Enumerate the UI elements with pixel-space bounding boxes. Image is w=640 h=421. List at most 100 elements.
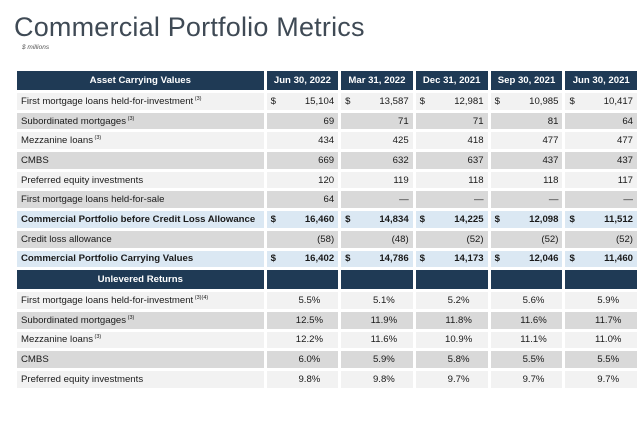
value-cell: $11,460 [565,250,637,268]
cell-value: 13,587 [379,95,409,107]
value-wrap: (52) [495,234,558,245]
cell-value: 5.1% [372,295,395,307]
value-cell: 418 [415,132,488,150]
return-row: CMBS 6.0% 5.9% 5.8% 5.5% 5.5% [17,351,637,368]
return-cell: 11.9% [341,311,413,329]
currency-symbol: $ [270,213,276,225]
column-header: Jun 30, 2022 [266,71,339,90]
value-wrap: $11,512 [569,214,633,225]
cell-value: 118 [543,174,559,186]
return-cell: 12.2% [266,331,339,349]
cell-value: 9.7% [447,373,470,385]
cell-value: — [473,194,484,206]
value-cell: — [565,191,637,209]
cell-value: 16,402 [304,253,335,265]
cell-value: 5.5% [597,354,620,366]
row-label-text: CMBS [21,354,49,366]
value-wrap: — [420,194,484,205]
returns-header: Unlevered Returns [17,270,264,290]
cell-value: (52) [466,233,484,245]
value-cell: — [341,191,413,209]
cell-value: 9.8% [372,373,395,385]
return-cell: 12.5% [266,311,339,329]
footnote-marker: (3) [93,135,102,142]
value-wrap: — [495,194,559,205]
cell-value: 5.5% [298,295,321,307]
value-cell: 477 [490,132,563,150]
cell-value: 11.7% [594,314,622,326]
row-label-text: Mezzanine loans [21,135,93,147]
value-wrap: 425 [345,135,409,146]
cell-value: 6.0% [298,354,321,366]
value-cell: (52) [565,230,637,248]
value-wrap: 64 [569,116,633,127]
cell-value: 5.9% [597,295,620,307]
cell-value: 71 [472,115,484,127]
cell-value: 120 [318,174,335,186]
value-cell: $11,512 [565,211,637,228]
cell-value: 437 [542,154,559,166]
row-label: CMBS [17,152,264,169]
return-cell: 9.7% [415,370,488,388]
value-wrap: 669 [271,154,335,166]
value-cell: $12,098 [490,211,563,228]
value-wrap: (48) [345,234,409,245]
value-wrap: 437 [569,155,633,166]
cell-value: 11.1% [520,334,547,346]
return-row: Subordinated mortgages (3) 12.5% 11.9% 11.8… [17,311,637,329]
row-label-text: Commercial Portfolio Carrying Values [21,253,194,265]
cell-value: 12,046 [529,253,559,265]
value-cell: $15,104 [266,93,339,110]
cell-value: 14,173 [454,253,484,265]
value-wrap: $12,981 [420,96,484,107]
currency-symbol: $ [345,95,351,107]
return-cell: 5.6% [490,292,563,309]
cell-value: — [623,194,633,206]
value-cell: 118 [415,171,488,189]
column-header: Sep 30, 2021 [490,71,563,90]
header-blank [415,270,488,290]
value-wrap: 71 [420,116,484,127]
row-label-text: Commercial Portfolio before Credit Loss … [21,213,256,225]
cell-value: 11.0% [594,334,622,346]
table-row: Preferred equity investments 120 119 118 118… [17,171,637,189]
return-row: First mortgage loans held-for-investment… [17,292,637,309]
value-wrap: $12,098 [495,214,559,225]
cell-value: (48) [391,233,409,245]
value-wrap: 632 [345,155,409,166]
value-wrap: $16,402 [271,253,335,264]
cell-value: 10,417 [603,95,633,107]
value-wrap: $10,417 [569,96,633,107]
return-cell: 5.8% [415,351,488,368]
value-cell: 637 [415,152,488,169]
return-cell: 9.7% [565,370,637,388]
cell-value: 11.8% [445,314,472,326]
row-label: Credit loss allowance [17,230,264,248]
cell-value: 669 [318,154,335,166]
cell-value: 64 [323,194,335,206]
cell-value: 81 [547,115,559,127]
value-cell: $13,587 [341,93,413,110]
table-row: First mortgage loans held-for-sale 64 — — — — [17,191,637,209]
cell-value: 12,098 [529,213,559,225]
currency-symbol: $ [569,253,575,265]
value-wrap: $16,460 [271,214,335,225]
value-cell: 64 [565,112,637,130]
return-cell: 5.9% [341,351,413,368]
value-wrap: 69 [271,116,334,127]
cell-value: 418 [467,135,484,147]
value-cell: $14,786 [341,250,413,268]
row-label-text: Preferred equity investments [21,373,144,385]
cell-value: 9.8% [298,373,321,385]
value-cell: $16,402 [266,250,339,268]
row-label-text: Mezzanine loans [21,334,93,346]
value-wrap: $10,985 [495,96,559,107]
value-wrap: $12,046 [495,253,559,264]
value-cell: $14,834 [341,211,413,228]
currency-symbol: $ [419,253,426,265]
value-wrap: 71 [345,116,409,127]
total-row: Commercial Portfolio Carrying Values $16,… [17,250,637,268]
allowance-row: Credit loss allowance (58) (48) (52) (52) (52… [17,230,637,248]
value-cell: (48) [341,230,413,248]
footnote-marker: (3) [126,314,135,321]
